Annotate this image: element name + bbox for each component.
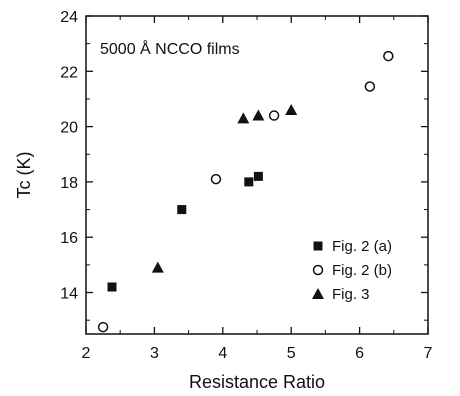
y-tick-label: 22	[60, 64, 78, 81]
data-point-series-1	[364, 81, 376, 92]
y-tick-label: 14	[60, 286, 78, 303]
data-point-series-1	[97, 321, 109, 333]
legend-marker	[313, 241, 323, 251]
y-axis-label: Tc (K)	[14, 152, 34, 199]
data-point-series-2	[151, 261, 164, 273]
data-point-series-2	[252, 109, 265, 121]
y-tick-label: 24	[60, 9, 78, 26]
data-point-series-0	[253, 171, 263, 181]
legend-marker	[312, 288, 324, 299]
legend-label: Fig. 2 (a)	[332, 238, 392, 255]
x-tick-label: 7	[424, 345, 433, 362]
axis-ticks: 2 3 4 5 6 7 14 16 18 20 22 24	[60, 9, 432, 362]
x-tick-label: 2	[82, 345, 91, 362]
data-point-series-2	[285, 104, 298, 116]
y-tick-label: 16	[60, 230, 78, 247]
x-tick-label: 6	[355, 345, 364, 362]
data-point-series-0	[244, 177, 254, 187]
legend-label: Fig. 2 (b)	[332, 262, 392, 279]
y-tick-label: 20	[60, 120, 78, 137]
legend-marker	[312, 264, 324, 276]
y-tick-label: 18	[60, 175, 78, 192]
x-tick-label: 4	[218, 345, 227, 362]
data-point-series-0	[107, 282, 117, 292]
data-point-series-2	[237, 112, 250, 124]
data-point-series-1	[383, 50, 394, 62]
data-point-series-1	[210, 173, 222, 185]
legend: Fig. 2 (a) Fig. 2 (b) Fig. 3	[312, 238, 392, 303]
data-point-series-1	[268, 110, 280, 121]
data-point-series-0	[177, 205, 187, 215]
x-tick-label: 3	[150, 345, 159, 362]
x-axis-label: Resistance Ratio	[189, 372, 325, 392]
legend-label: Fig. 3	[332, 286, 370, 303]
data-marks	[97, 50, 394, 333]
chart-annotation: 5000 Å NCCO films	[100, 39, 240, 58]
x-tick-label: 5	[287, 345, 296, 362]
